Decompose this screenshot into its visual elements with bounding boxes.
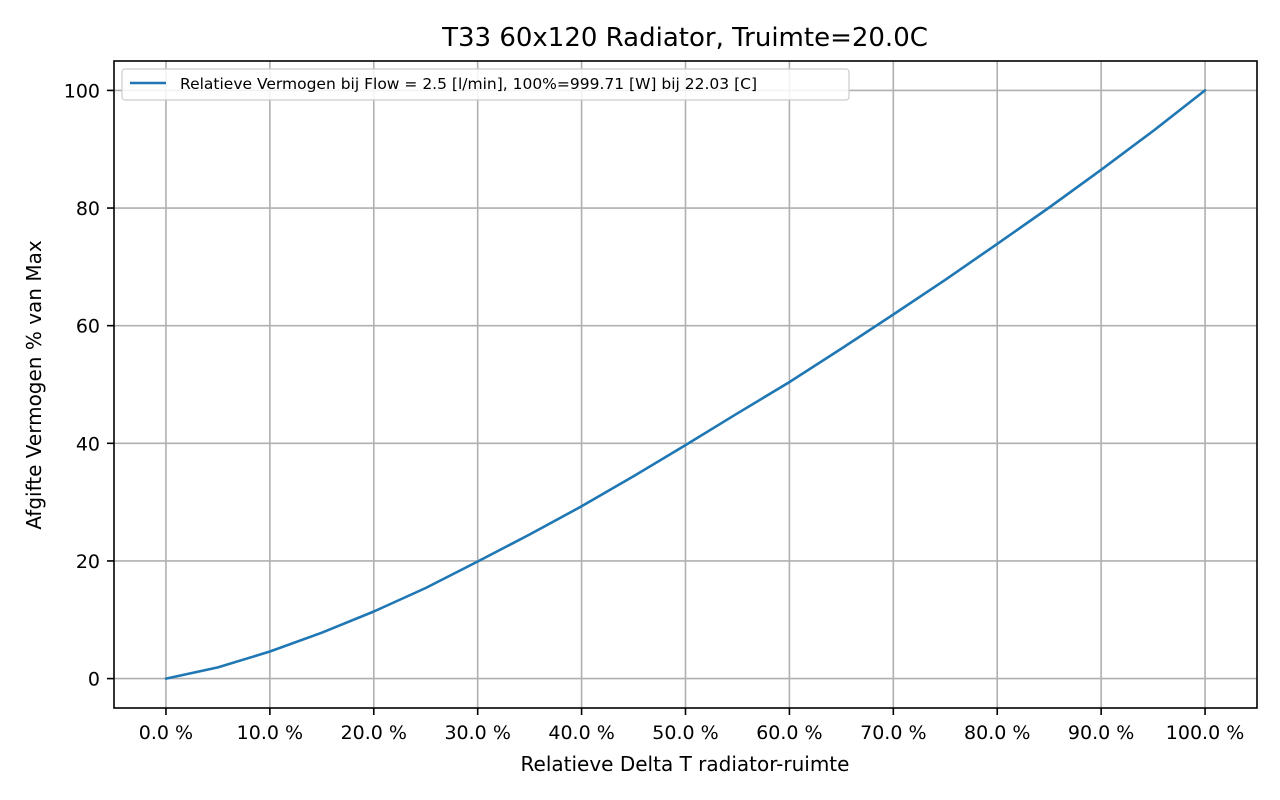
y-tick-label: 40 [76,433,100,455]
x-axis-ticks: 0.0 % 10.0 % 20.0 % 30.0 % 40.0 % 50.0 % 60.0 … [139,708,1244,744]
x-tick-label: 50.0 % [652,722,718,744]
grid [114,61,1257,708]
x-tick-label: 80.0 % [964,722,1030,744]
chart-title: T33 60x120 Radiator, Truimte=20.0C [441,23,928,53]
y-tick-label: 100 [64,80,100,102]
y-tick-label: 0 [88,669,100,691]
x-tick-label: 100.0 % [1166,722,1245,744]
y-axis-label: Afgifte Vermogen % van Max [22,240,46,530]
x-tick-label: 30.0 % [444,722,510,744]
y-tick-label: 80 [76,198,100,220]
y-tick-label: 60 [76,316,100,338]
y-tick-label: 20 [76,551,100,573]
series-lines [164,89,1207,680]
y-axis-ticks: 0 20 40 60 80 100 [64,80,114,691]
legend-box [121,68,850,101]
x-axis-label: Relatieve Delta T radiator-ruimte [521,752,850,776]
x-tick-label: 70.0 % [860,722,926,744]
x-tick-label: 0.0 % [139,722,193,744]
x-tick-label: 20.0 % [341,722,407,744]
x-tick-label: 10.0 % [237,722,303,744]
legend: Relatieve Vermogen bij Flow = 2.5 [l/min… [121,68,850,101]
x-tick-label: 40.0 % [548,722,614,744]
legend-entry: Relatieve Vermogen bij Flow = 2.5 [l/min… [180,75,757,93]
series-line [164,89,1207,680]
x-tick-label: 90.0 % [1068,722,1134,744]
x-tick-label: 60.0 % [756,722,822,744]
